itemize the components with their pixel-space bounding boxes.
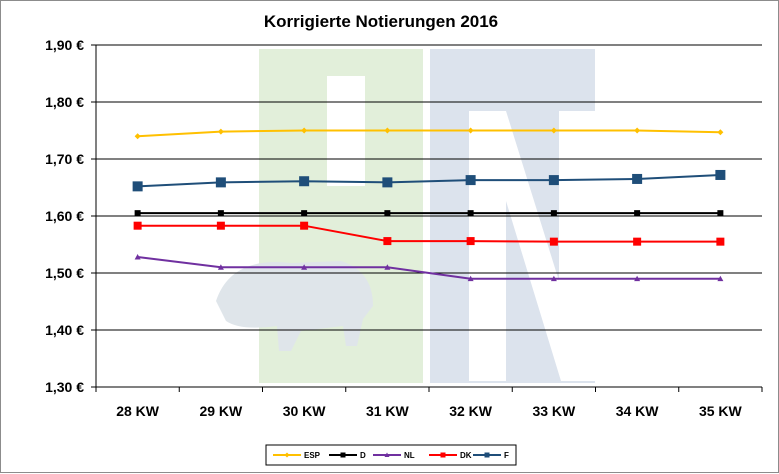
legend-item-f: F (473, 451, 509, 460)
data-point (384, 127, 391, 134)
data-point (217, 128, 224, 135)
legend-label: D (360, 451, 366, 460)
data-point (634, 127, 641, 134)
legend-label: DK (460, 451, 472, 460)
data-point (300, 221, 309, 230)
data-point (134, 254, 141, 260)
data-point (466, 237, 475, 246)
series-line (137, 256, 721, 280)
series-d (134, 210, 724, 217)
data-point (550, 210, 557, 217)
x-tick-label: 30 KW (283, 403, 327, 419)
data-point (384, 452, 390, 457)
x-tick-label: 35 KW (699, 403, 743, 419)
gridlines (96, 44, 762, 331)
data-point (301, 264, 308, 270)
data-point (440, 452, 446, 458)
data-point (550, 275, 557, 282)
legend-label: NL (404, 451, 415, 460)
data-point (134, 133, 141, 140)
data-point (634, 275, 641, 282)
series-nl (134, 254, 724, 282)
legend-item-dk: DK (429, 451, 472, 460)
series-line (137, 173, 721, 188)
legend-item-esp: ESP (273, 451, 321, 460)
y-tick-label: 1,60 € (45, 208, 84, 224)
x-tick-label: 32 KW (449, 403, 493, 419)
y-tick-label: 1,40 € (45, 322, 84, 338)
chart-title: Korrigierte Notierungen 2016 (264, 12, 498, 31)
data-point (217, 264, 224, 270)
data-point (301, 127, 308, 134)
data-point (717, 129, 724, 136)
data-point (216, 221, 225, 230)
x-axis-ticks: 28 KW 29 KW 30 KW 31 KW 32 KW 33 KW 34 KW 35 KW (95, 387, 763, 419)
data-point (301, 210, 308, 217)
legend-item-nl: NL (373, 451, 415, 460)
series-line (137, 129, 721, 138)
x-tick-label: 28 KW (116, 403, 160, 419)
data-point (716, 237, 725, 246)
y-tick-label: 1,50 € (45, 265, 84, 281)
y-tick-label: 1,90 € (45, 37, 84, 53)
data-point (299, 176, 310, 187)
data-point (484, 452, 490, 458)
data-point (133, 221, 142, 230)
series-dk (133, 221, 725, 246)
data-point (548, 175, 559, 186)
legend: ESP D NL DK F (265, 444, 517, 466)
data-point (467, 127, 474, 134)
data-point (384, 264, 391, 270)
data-point (715, 169, 726, 180)
data-point (634, 210, 641, 217)
series-f (132, 169, 726, 192)
series-esp (134, 127, 724, 140)
data-point (384, 210, 391, 217)
series-group (132, 127, 726, 282)
x-tick-label: 33 KW (532, 403, 576, 419)
data-point (217, 210, 224, 217)
data-point (383, 237, 392, 246)
x-tick-label: 34 KW (616, 403, 660, 419)
data-point (340, 452, 346, 458)
y-axis-ticks: 1,30 € 1,40 € 1,50 € 1,60 € 1,70 € 1,80 € 1,90… (45, 37, 96, 395)
data-point (467, 275, 474, 282)
y-tick-label: 1,80 € (45, 94, 84, 110)
legend-label: F (504, 451, 509, 460)
x-tick-label: 29 KW (199, 403, 243, 419)
data-point (633, 237, 642, 246)
data-point (717, 210, 724, 217)
legend-item-d: D (329, 451, 366, 460)
legend-label: ESP (304, 451, 321, 460)
data-point (132, 181, 143, 192)
data-point (382, 177, 393, 188)
y-tick-label: 1,70 € (45, 151, 84, 167)
series-line (137, 224, 721, 243)
data-point (549, 237, 558, 246)
y-tick-label: 1,30 € (45, 379, 84, 395)
watermark-letter-n (469, 111, 595, 381)
watermark-pig (216, 261, 373, 351)
data-point (465, 175, 476, 186)
data-point (284, 452, 290, 458)
x-tick-label: 31 KW (366, 403, 410, 419)
data-point (632, 173, 643, 184)
data-point (134, 210, 141, 217)
data-point (215, 177, 226, 188)
data-point (550, 127, 557, 134)
data-point (467, 210, 474, 217)
data-point (717, 275, 724, 282)
